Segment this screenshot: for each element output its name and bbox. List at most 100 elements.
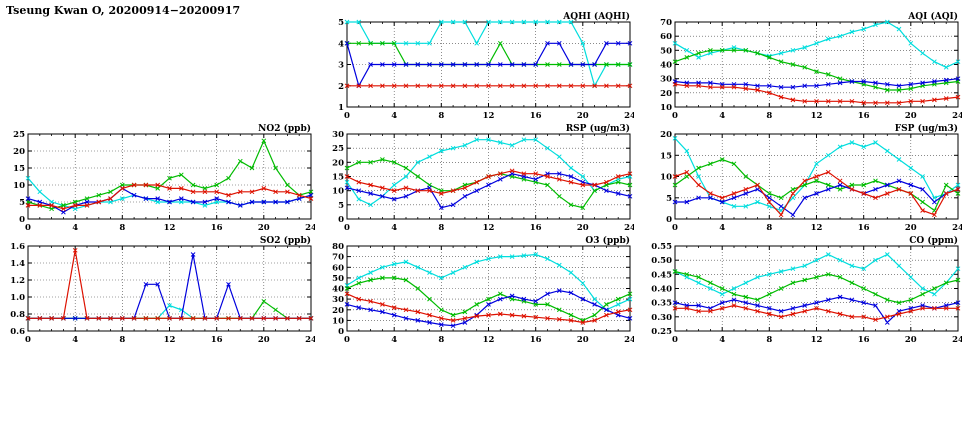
svg-text:4: 4 bbox=[391, 223, 397, 233]
svg-text:10: 10 bbox=[660, 103, 672, 113]
svg-text:CO (ppm): CO (ppm) bbox=[909, 235, 958, 246]
svg-text:SO2 (ppb): SO2 (ppb) bbox=[260, 235, 311, 246]
svg-text:8: 8 bbox=[438, 335, 444, 345]
chart-o3: 0 4 8 12 16 20 24 0 10 20 30 40 50 60 70 80 O3 (ppb) bbox=[319, 235, 636, 345]
svg-text:5: 5 bbox=[19, 198, 25, 208]
svg-text:20: 20 bbox=[13, 147, 25, 157]
svg-text:4: 4 bbox=[338, 39, 344, 49]
svg-text:RSP (ug/m3): RSP (ug/m3) bbox=[566, 123, 630, 134]
svg-text:0.40: 0.40 bbox=[651, 285, 672, 295]
chart-so2: 0 4 8 12 16 20 24 0.6 0.8 1.0 1.2 1.4 1.6 SO2 (ppb) bbox=[0, 235, 317, 345]
svg-text:O3 (ppb): O3 (ppb) bbox=[585, 235, 630, 246]
svg-text:2: 2 bbox=[338, 82, 344, 92]
svg-text:0: 0 bbox=[666, 215, 672, 225]
svg-text:12: 12 bbox=[811, 223, 823, 233]
svg-text:80: 80 bbox=[332, 242, 344, 252]
svg-text:4: 4 bbox=[72, 335, 78, 345]
svg-text:0: 0 bbox=[25, 335, 31, 345]
svg-text:10: 10 bbox=[332, 187, 344, 197]
svg-text:20: 20 bbox=[905, 111, 917, 121]
svg-text:12: 12 bbox=[483, 223, 495, 233]
svg-text:4: 4 bbox=[391, 335, 397, 345]
svg-text:40: 40 bbox=[660, 61, 672, 71]
svg-text:0.6: 0.6 bbox=[10, 327, 25, 337]
svg-text:4: 4 bbox=[72, 223, 78, 233]
svg-text:5: 5 bbox=[338, 18, 344, 28]
svg-text:0: 0 bbox=[19, 215, 25, 225]
svg-text:0.25: 0.25 bbox=[651, 327, 672, 337]
svg-text:24: 24 bbox=[624, 111, 634, 121]
svg-text:0: 0 bbox=[338, 327, 344, 337]
chart-no2-plot: 0 4 8 12 16 20 24 0 5 10 15 20 25 NO2 (ppb) bbox=[13, 123, 317, 233]
svg-text:16: 16 bbox=[211, 335, 223, 345]
svg-text:30: 30 bbox=[332, 130, 344, 140]
svg-text:8: 8 bbox=[119, 335, 125, 345]
svg-text:1.4: 1.4 bbox=[10, 259, 25, 269]
svg-text:0.30: 0.30 bbox=[651, 313, 672, 323]
svg-text:16: 16 bbox=[211, 223, 223, 233]
svg-text:0: 0 bbox=[344, 111, 350, 121]
svg-text:0: 0 bbox=[672, 111, 678, 121]
svg-text:8: 8 bbox=[438, 111, 444, 121]
svg-text:0: 0 bbox=[338, 215, 344, 225]
svg-text:5: 5 bbox=[338, 201, 344, 211]
svg-text:50: 50 bbox=[660, 46, 672, 56]
svg-text:16: 16 bbox=[858, 111, 870, 121]
svg-text:20: 20 bbox=[258, 223, 270, 233]
svg-text:20: 20 bbox=[905, 335, 917, 345]
chart-rsp: 0 4 8 12 16 20 24 0 5 10 15 20 25 30 RSP (ug/m3) bbox=[319, 123, 636, 233]
svg-text:15: 15 bbox=[332, 173, 344, 183]
svg-text:12: 12 bbox=[164, 335, 176, 345]
svg-text:10: 10 bbox=[13, 181, 25, 191]
svg-text:10: 10 bbox=[660, 173, 672, 183]
svg-text:4: 4 bbox=[719, 223, 725, 233]
chart-aqi-plot: 0 4 8 12 16 20 24 10 20 30 40 50 60 70 AQI (AQI) bbox=[660, 11, 964, 121]
chart-rsp-plot: 0 4 8 12 16 20 24 0 5 10 15 20 25 30 RSP (ug/m3) bbox=[332, 123, 636, 233]
svg-text:20: 20 bbox=[577, 223, 589, 233]
svg-text:16: 16 bbox=[530, 111, 542, 121]
svg-text:1.0: 1.0 bbox=[10, 293, 25, 303]
chart-aqhi: 0 4 8 12 16 20 24 1 2 3 4 5 AQHI (AQHI) bbox=[319, 11, 636, 121]
svg-text:24: 24 bbox=[952, 335, 962, 345]
svg-text:1.6: 1.6 bbox=[10, 242, 25, 252]
svg-text:16: 16 bbox=[858, 223, 870, 233]
svg-text:30: 30 bbox=[660, 75, 672, 85]
page-title: Tseung Kwan O, 20200914−20200917 bbox=[6, 4, 241, 17]
svg-text:24: 24 bbox=[952, 223, 962, 233]
svg-text:0: 0 bbox=[344, 335, 350, 345]
chart-co-plot: 0 4 8 12 16 20 24 0.25 0.30 0.35 0.40 0.45 0.50 0.55 C… bbox=[651, 235, 964, 345]
chart-aqi: 0 4 8 12 16 20 24 10 20 30 40 50 60 70 AQI (AQI) bbox=[647, 11, 964, 121]
svg-text:12: 12 bbox=[483, 111, 495, 121]
svg-text:16: 16 bbox=[858, 335, 870, 345]
svg-text:24: 24 bbox=[305, 223, 315, 233]
svg-text:1.2: 1.2 bbox=[10, 276, 25, 286]
chart-fsp: 0 4 8 12 16 20 24 0 5 10 15 20 FSP (ug/m3) bbox=[647, 123, 964, 233]
svg-text:10: 10 bbox=[332, 316, 344, 326]
svg-text:25: 25 bbox=[13, 130, 25, 140]
svg-text:0: 0 bbox=[672, 223, 678, 233]
svg-text:3: 3 bbox=[338, 61, 344, 71]
svg-text:20: 20 bbox=[660, 130, 672, 140]
svg-text:8: 8 bbox=[766, 223, 772, 233]
svg-text:20: 20 bbox=[905, 223, 917, 233]
svg-text:60: 60 bbox=[332, 263, 344, 273]
svg-text:16: 16 bbox=[530, 223, 542, 233]
svg-text:24: 24 bbox=[952, 111, 962, 121]
svg-text:0.55: 0.55 bbox=[651, 242, 672, 252]
svg-text:70: 70 bbox=[660, 18, 672, 28]
svg-text:0: 0 bbox=[672, 335, 678, 345]
svg-text:20: 20 bbox=[577, 335, 589, 345]
svg-text:4: 4 bbox=[719, 335, 725, 345]
svg-text:12: 12 bbox=[811, 111, 823, 121]
chart-fsp-plot: 0 4 8 12 16 20 24 0 5 10 15 20 FSP (ug/m3) bbox=[660, 123, 964, 233]
svg-text:FSP (ug/m3): FSP (ug/m3) bbox=[895, 123, 958, 134]
svg-text:AQI (AQI): AQI (AQI) bbox=[907, 11, 958, 22]
chart-so2-plot: 0 4 8 12 16 20 24 0.6 0.8 1.0 1.2 1.4 1.6 SO2 (ppb) bbox=[10, 235, 317, 345]
chart-co: 0 4 8 12 16 20 24 0.25 0.30 0.35 0.40 0.45 0.50 0.55 C… bbox=[647, 235, 964, 345]
svg-text:20: 20 bbox=[660, 89, 672, 99]
svg-text:20: 20 bbox=[577, 111, 589, 121]
svg-text:0.35: 0.35 bbox=[651, 299, 672, 309]
svg-text:0: 0 bbox=[25, 223, 31, 233]
